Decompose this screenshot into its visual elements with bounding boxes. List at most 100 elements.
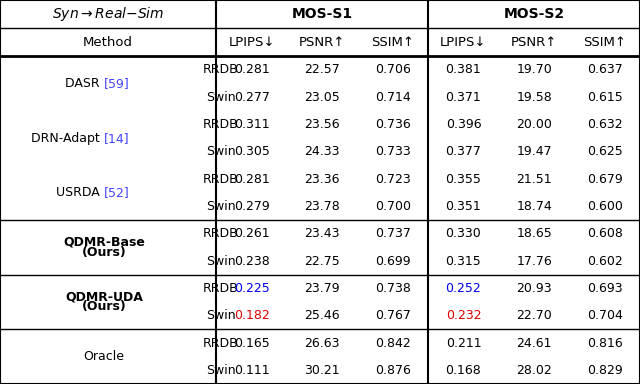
Text: 0.829: 0.829 [587,364,623,377]
Text: SSIM↑: SSIM↑ [371,36,414,49]
Text: 0.700: 0.700 [375,200,411,213]
Text: 0.723: 0.723 [375,173,411,185]
Text: 0.252: 0.252 [445,282,481,295]
Text: 0.211: 0.211 [445,336,481,349]
Text: QDMR-Base: QDMR-Base [63,236,145,249]
Text: 0.625: 0.625 [587,145,623,158]
Text: 0.637: 0.637 [587,63,623,76]
Text: 0.377: 0.377 [445,145,481,158]
Text: 0.225: 0.225 [234,282,269,295]
Text: 0.305: 0.305 [234,145,269,158]
Text: 0.281: 0.281 [234,63,269,76]
Text: 0.165: 0.165 [234,336,269,349]
Text: 0.737: 0.737 [375,227,411,240]
Text: $\mathit{Syn}$$\mathit{\rightarrow}$$\mathit{Real}$$\mathit{-}$$\mathit{Sim}$: $\mathit{Syn}$$\mathit{\rightarrow}$$\ma… [52,5,164,23]
Text: 0.381: 0.381 [445,63,481,76]
Text: 0.608: 0.608 [587,227,623,240]
Text: 0.679: 0.679 [587,173,623,185]
Text: 0.330: 0.330 [445,227,481,240]
Text: 0.277: 0.277 [234,91,269,104]
Text: 23.56: 23.56 [305,118,340,131]
Text: RRDB: RRDB [203,118,239,131]
Text: 0.396: 0.396 [445,118,481,131]
Text: RRDB: RRDB [203,173,239,185]
Text: 19.47: 19.47 [516,145,552,158]
Text: 0.816: 0.816 [587,336,623,349]
Text: Swin: Swin [206,91,236,104]
Text: 19.58: 19.58 [516,91,552,104]
Text: LPIPS↓: LPIPS↓ [228,36,275,49]
Text: 0.738: 0.738 [375,282,411,295]
Text: 0.693: 0.693 [587,282,623,295]
Text: 23.05: 23.05 [305,91,340,104]
Text: RRDB: RRDB [203,336,239,349]
Text: 19.70: 19.70 [516,63,552,76]
Text: 0.733: 0.733 [375,145,411,158]
Text: 0.261: 0.261 [234,227,269,240]
Text: Swin: Swin [206,364,236,377]
Text: LPIPS↓: LPIPS↓ [440,36,486,49]
Text: 23.43: 23.43 [305,227,340,240]
Text: 0.876: 0.876 [375,364,411,377]
Text: PSNR↑: PSNR↑ [511,36,557,49]
Text: 0.714: 0.714 [375,91,411,104]
Text: 23.36: 23.36 [305,173,340,185]
Text: DRN-Adapt: DRN-Adapt [31,132,104,145]
Text: 18.74: 18.74 [516,200,552,213]
Text: [52]: [52] [104,186,129,199]
Text: 0.602: 0.602 [587,255,623,268]
Text: 0.706: 0.706 [375,63,411,76]
Text: QDMR-UDA: QDMR-UDA [65,291,143,304]
Text: 0.279: 0.279 [234,200,269,213]
Text: 0.168: 0.168 [445,364,481,377]
Text: 0.315: 0.315 [445,255,481,268]
Text: 23.79: 23.79 [305,282,340,295]
Text: (Ours): (Ours) [81,300,126,313]
Text: 22.75: 22.75 [305,255,340,268]
Text: Swin: Swin [206,145,236,158]
Text: RRDB: RRDB [203,282,239,295]
Text: Swin: Swin [206,309,236,322]
Text: 17.76: 17.76 [516,255,552,268]
Text: 21.51: 21.51 [516,173,552,185]
Text: [59]: [59] [104,77,129,90]
Text: 0.238: 0.238 [234,255,269,268]
Text: Swin: Swin [206,200,236,213]
Text: [14]: [14] [104,132,129,145]
Text: 24.61: 24.61 [516,336,552,349]
Text: DASR: DASR [65,77,104,90]
Text: 23.78: 23.78 [305,200,340,213]
Text: 0.232: 0.232 [445,309,481,322]
Text: Method: Method [83,36,133,49]
Text: SSIM↑: SSIM↑ [583,36,626,49]
Text: 0.281: 0.281 [234,173,269,185]
Text: RRDB: RRDB [203,227,239,240]
Text: 0.355: 0.355 [445,173,481,185]
Text: 0.182: 0.182 [234,309,269,322]
Text: USRDA: USRDA [56,186,104,199]
Text: 0.632: 0.632 [587,118,623,131]
Text: 22.57: 22.57 [305,63,340,76]
Text: 28.02: 28.02 [516,364,552,377]
Text: 20.00: 20.00 [516,118,552,131]
Text: PSNR↑: PSNR↑ [299,36,346,49]
Text: 0.311: 0.311 [234,118,269,131]
Text: 0.111: 0.111 [234,364,269,377]
Text: 0.371: 0.371 [445,91,481,104]
Text: 24.33: 24.33 [305,145,340,158]
Text: 0.699: 0.699 [375,255,411,268]
Text: 0.615: 0.615 [587,91,623,104]
Text: 26.63: 26.63 [305,336,340,349]
Text: 30.21: 30.21 [305,364,340,377]
Text: 0.842: 0.842 [375,336,411,349]
Text: 20.93: 20.93 [516,282,552,295]
Text: MOS-S1: MOS-S1 [292,7,353,21]
Text: 18.65: 18.65 [516,227,552,240]
Text: 0.736: 0.736 [375,118,411,131]
Text: MOS-S2: MOS-S2 [504,7,564,21]
Text: 0.351: 0.351 [445,200,481,213]
Text: Swin: Swin [206,255,236,268]
Text: Oracle: Oracle [83,350,124,363]
Text: 22.70: 22.70 [516,309,552,322]
Text: (Ours): (Ours) [81,246,126,259]
